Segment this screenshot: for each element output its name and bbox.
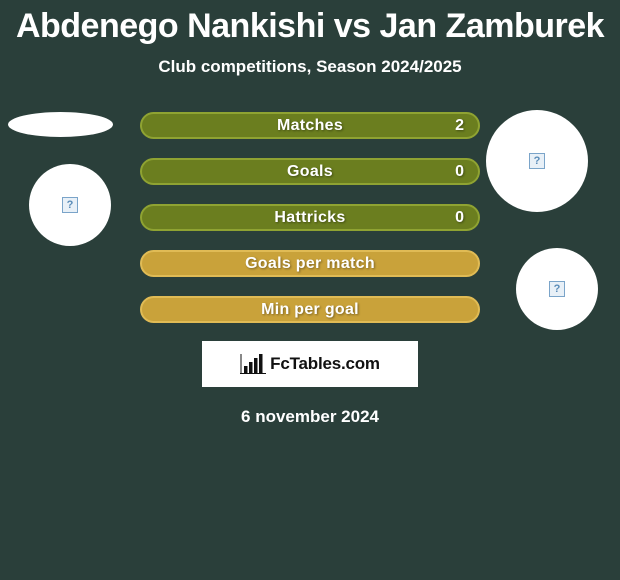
stat-label: Goals per match	[245, 255, 375, 273]
image-placeholder-icon	[529, 153, 545, 169]
bar-chart-icon	[240, 354, 266, 374]
stat-value: 0	[455, 163, 464, 181]
stat-label: Min per goal	[261, 301, 359, 319]
stat-bar-hattricks: Hattricks 0	[140, 204, 480, 231]
stat-bar-goals: Goals 0	[140, 158, 480, 185]
page-title: Abdenego Nankishi vs Jan Zamburek	[0, 8, 620, 45]
stats-area: Matches 2 Goals 0 Hattricks 0 Goals per …	[0, 112, 620, 427]
infographic-date: 6 november 2024	[0, 407, 620, 427]
stat-bar-goals-per-match: Goals per match	[140, 250, 480, 277]
infographic-container: Abdenego Nankishi vs Jan Zamburek Club c…	[0, 0, 620, 427]
subtitle: Club competitions, Season 2024/2025	[0, 57, 620, 77]
player-left-avatar-circle	[29, 164, 111, 246]
source-logo-box: FcTables.com	[202, 341, 418, 387]
stat-label: Hattricks	[274, 209, 345, 227]
stat-label: Matches	[277, 117, 343, 135]
player-right-avatar-circle	[486, 110, 588, 212]
stat-value: 2	[455, 117, 464, 135]
decorative-ellipse	[8, 112, 113, 137]
image-placeholder-icon	[549, 281, 565, 297]
stat-bar-matches: Matches 2	[140, 112, 480, 139]
player-right-badge-circle	[516, 248, 598, 330]
stat-bar-list: Matches 2 Goals 0 Hattricks 0 Goals per …	[140, 112, 480, 323]
image-placeholder-icon	[62, 197, 78, 213]
source-logo-text: FcTables.com	[270, 354, 380, 374]
source-logo: FcTables.com	[240, 354, 380, 374]
stat-bar-min-per-goal: Min per goal	[140, 296, 480, 323]
stat-label: Goals	[287, 163, 333, 181]
stat-value: 0	[455, 209, 464, 227]
